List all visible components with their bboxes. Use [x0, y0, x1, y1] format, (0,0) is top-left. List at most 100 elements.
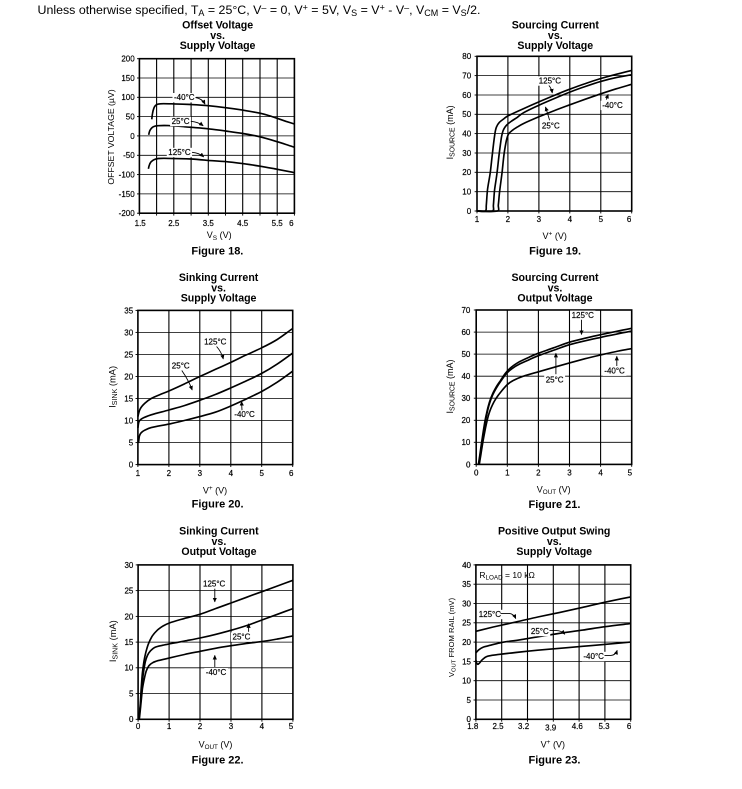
svg-text:4.5: 4.5: [237, 219, 249, 228]
svg-text:1: 1: [475, 215, 480, 224]
svg-text:100: 100: [121, 93, 135, 102]
svg-text:25: 25: [124, 350, 133, 359]
svg-text:30: 30: [462, 599, 471, 608]
svg-text:2.5: 2.5: [492, 722, 504, 731]
svg-text:-40°C: -40°C: [583, 652, 604, 661]
svg-text:125°C: 125°C: [572, 311, 595, 320]
svg-text:-200: -200: [119, 209, 136, 218]
svg-text:V+ (V): V+ (V): [541, 739, 565, 749]
svg-text:25°C: 25°C: [546, 375, 564, 384]
svg-text:vs.: vs.: [212, 536, 227, 548]
svg-text:vs.: vs.: [547, 536, 562, 548]
svg-text:3.9: 3.9: [545, 723, 557, 732]
svg-text:-40°C: -40°C: [604, 367, 625, 376]
svg-text:5.3: 5.3: [598, 722, 610, 731]
svg-text:150: 150: [121, 74, 135, 83]
svg-text:5: 5: [467, 696, 472, 705]
svg-text:0: 0: [467, 207, 472, 216]
svg-text:vs.: vs.: [548, 30, 563, 42]
svg-text:50: 50: [462, 110, 471, 119]
svg-text:20: 20: [462, 638, 471, 647]
svg-text:Figure 21.: Figure 21.: [529, 499, 581, 511]
svg-text:15: 15: [124, 638, 133, 647]
svg-text:5: 5: [599, 215, 604, 224]
svg-text:4: 4: [260, 722, 265, 731]
svg-text:30: 30: [124, 328, 133, 337]
svg-text:vs.: vs.: [548, 282, 563, 294]
svg-text:VS (V): VS (V): [207, 230, 232, 242]
svg-text:2: 2: [198, 722, 203, 731]
svg-text:10: 10: [461, 438, 470, 447]
svg-text:VOUT (V): VOUT (V): [199, 740, 233, 752]
svg-text:5: 5: [289, 722, 294, 731]
svg-text:Supply Voltage: Supply Voltage: [181, 293, 257, 305]
svg-text:50: 50: [126, 113, 135, 122]
svg-text:1.5: 1.5: [135, 219, 147, 228]
svg-text:200: 200: [121, 55, 135, 64]
svg-text:6: 6: [627, 722, 632, 731]
svg-text:1: 1: [167, 722, 172, 731]
svg-text:50: 50: [461, 350, 470, 359]
svg-text:125°C: 125°C: [479, 610, 502, 619]
svg-text:RLOAD = 10 kΩ: RLOAD = 10 kΩ: [479, 570, 534, 582]
svg-text:25: 25: [462, 619, 471, 628]
svg-text:-40°C: -40°C: [602, 101, 623, 110]
svg-text:5: 5: [129, 690, 134, 699]
svg-text:25°C: 25°C: [531, 627, 549, 636]
svg-text:-100: -100: [119, 171, 136, 180]
svg-text:Figure 23.: Figure 23.: [529, 755, 581, 767]
svg-text:6: 6: [627, 215, 632, 224]
svg-text:Sourcing Current: Sourcing Current: [511, 272, 599, 284]
svg-text:25°C: 25°C: [233, 633, 251, 642]
svg-text:Supply Voltage: Supply Voltage: [516, 546, 592, 558]
svg-text:35: 35: [124, 306, 133, 315]
svg-text:V+ (V): V+ (V): [203, 485, 227, 495]
svg-text:125°C: 125°C: [204, 338, 227, 347]
svg-text:1: 1: [505, 469, 510, 478]
svg-text:0: 0: [129, 715, 134, 724]
svg-text:Supply Voltage: Supply Voltage: [517, 40, 593, 52]
svg-text:-40°C: -40°C: [206, 668, 227, 677]
svg-text:10: 10: [462, 677, 471, 686]
svg-text:ISINK (mA): ISINK (mA): [108, 620, 120, 662]
svg-text:40: 40: [462, 130, 471, 139]
svg-text:ISOURCE (mA): ISOURCE (mA): [445, 360, 457, 414]
svg-text:3.5: 3.5: [203, 219, 215, 228]
svg-text:70: 70: [462, 72, 471, 81]
svg-text:4: 4: [229, 469, 234, 478]
svg-text:0: 0: [466, 460, 471, 469]
svg-text:30: 30: [461, 394, 470, 403]
svg-text:1.8: 1.8: [467, 722, 479, 731]
svg-text:40: 40: [462, 561, 471, 570]
svg-text:Output Voltage: Output Voltage: [181, 546, 256, 558]
svg-text:70: 70: [461, 306, 470, 315]
svg-text:20: 20: [124, 612, 133, 621]
svg-text:2: 2: [536, 469, 541, 478]
svg-text:VOUT FROM RAIL (mV): VOUT FROM RAIL (mV): [447, 597, 458, 677]
svg-text:ISINK (mA): ISINK (mA): [107, 366, 119, 408]
svg-text:5.5: 5.5: [272, 219, 284, 228]
svg-text:0: 0: [130, 132, 135, 141]
svg-text:2: 2: [506, 215, 511, 224]
svg-text:4: 4: [568, 215, 573, 224]
svg-text:20: 20: [461, 416, 470, 425]
svg-text:25°C: 25°C: [542, 121, 560, 130]
svg-text:ISOURCE (mA): ISOURCE (mA): [445, 105, 457, 159]
svg-text:Figure 18.: Figure 18.: [191, 246, 243, 258]
svg-text:15: 15: [124, 394, 133, 403]
svg-text:40: 40: [461, 372, 470, 381]
svg-text:80: 80: [462, 52, 471, 61]
svg-text:-150: -150: [119, 190, 136, 199]
svg-text:6: 6: [289, 219, 294, 228]
svg-text:3: 3: [198, 469, 203, 478]
svg-text:125°C: 125°C: [539, 77, 562, 86]
svg-text:125°C: 125°C: [168, 148, 191, 157]
svg-text:20: 20: [124, 372, 133, 381]
svg-text:6: 6: [289, 469, 294, 478]
svg-text:4.6: 4.6: [572, 722, 584, 731]
svg-text:0: 0: [129, 461, 134, 470]
svg-text:Sinking Current: Sinking Current: [179, 526, 259, 538]
svg-text:-50: -50: [123, 151, 135, 160]
svg-text:Output Voltage: Output Voltage: [517, 293, 592, 305]
svg-text:V+ (V): V+ (V): [543, 231, 567, 241]
